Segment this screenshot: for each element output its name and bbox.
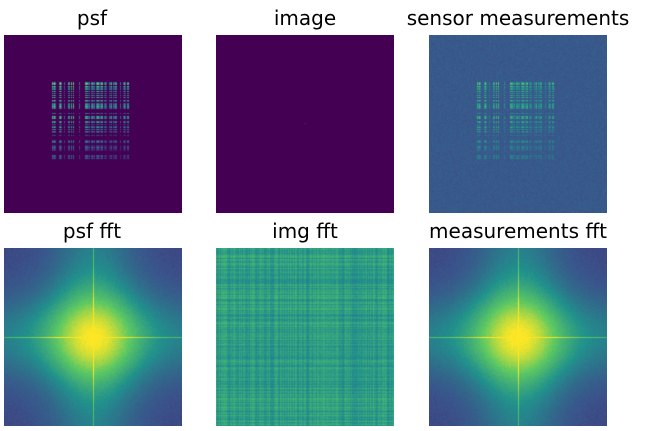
image-image bbox=[216, 35, 394, 213]
img-fft-image bbox=[216, 248, 394, 426]
psf-fft-image bbox=[4, 248, 182, 426]
psf-title: psf bbox=[76, 6, 108, 30]
psf-image bbox=[4, 35, 182, 213]
img-fft-title: img fft bbox=[272, 219, 338, 243]
measurements-fft-image bbox=[429, 248, 607, 426]
psf-fft-title: psf fft bbox=[62, 219, 122, 243]
measurements-fft-title: measurements fft bbox=[429, 219, 607, 243]
sensor-measurements-title: sensor measurements bbox=[406, 6, 630, 30]
image-title: image bbox=[273, 6, 337, 30]
sensor-measurements-image bbox=[429, 35, 607, 213]
